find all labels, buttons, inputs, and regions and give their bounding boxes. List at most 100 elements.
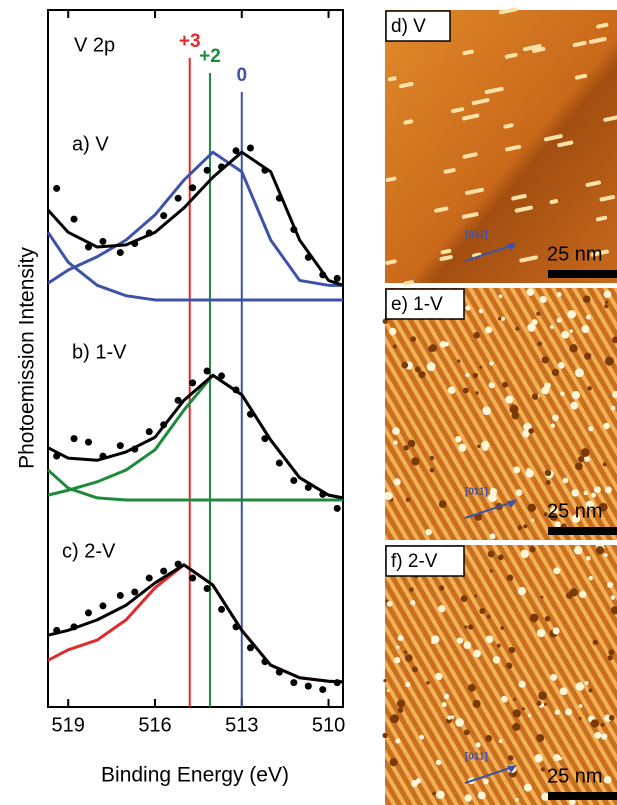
cluster bbox=[545, 470, 552, 477]
cluster bbox=[490, 569, 493, 572]
cluster bbox=[440, 341, 447, 348]
marker-label: 0 bbox=[236, 65, 247, 86]
stm-background bbox=[385, 10, 617, 283]
cluster bbox=[432, 792, 436, 796]
data-point bbox=[290, 226, 297, 233]
cluster bbox=[486, 635, 494, 643]
cluster bbox=[570, 588, 578, 596]
cluster bbox=[418, 371, 425, 378]
cluster bbox=[425, 529, 431, 535]
cluster bbox=[451, 715, 454, 718]
cluster bbox=[591, 493, 596, 498]
data-point bbox=[319, 686, 326, 693]
cluster bbox=[528, 714, 531, 717]
cluster bbox=[513, 466, 520, 473]
data-point bbox=[175, 195, 182, 202]
cluster bbox=[473, 332, 480, 339]
data-point bbox=[71, 216, 78, 223]
cluster bbox=[552, 369, 559, 376]
cluster bbox=[397, 700, 405, 708]
cluster bbox=[474, 594, 477, 597]
data-point bbox=[99, 453, 106, 460]
cluster bbox=[412, 666, 418, 672]
cluster bbox=[396, 645, 399, 648]
panel-label: d) V bbox=[391, 16, 426, 37]
cluster bbox=[409, 587, 413, 591]
cluster bbox=[594, 732, 601, 739]
cluster bbox=[505, 396, 513, 404]
cluster bbox=[510, 405, 519, 414]
y-axis-label: Photoemission Intensity bbox=[16, 247, 39, 469]
cluster bbox=[501, 317, 505, 321]
cluster bbox=[404, 445, 409, 450]
cluster bbox=[401, 362, 408, 369]
data-point bbox=[204, 368, 211, 375]
cluster bbox=[589, 688, 593, 692]
data-point bbox=[247, 644, 254, 651]
cluster bbox=[570, 402, 578, 410]
data-point bbox=[319, 271, 326, 278]
data-point bbox=[175, 397, 182, 404]
fit-line bbox=[48, 375, 343, 498]
cluster bbox=[485, 326, 492, 333]
direction-label: [011] bbox=[465, 487, 488, 498]
data-point bbox=[131, 588, 138, 595]
data-point bbox=[53, 627, 60, 634]
cluster bbox=[515, 327, 519, 331]
data-point bbox=[305, 683, 312, 690]
cluster bbox=[488, 550, 495, 557]
cluster bbox=[395, 738, 400, 743]
cluster bbox=[586, 315, 591, 320]
data-point bbox=[117, 249, 124, 256]
cluster bbox=[500, 626, 504, 630]
cluster bbox=[563, 478, 569, 484]
cluster bbox=[390, 714, 399, 723]
data-point bbox=[189, 379, 196, 386]
cluster bbox=[557, 318, 562, 323]
cluster bbox=[439, 585, 444, 590]
cluster bbox=[473, 700, 481, 708]
cluster bbox=[513, 698, 516, 701]
cluster bbox=[488, 493, 497, 502]
data-point bbox=[232, 147, 239, 154]
cluster bbox=[487, 615, 491, 619]
panel-label: e) 1-V bbox=[391, 294, 443, 315]
annotation: b) 1-V bbox=[72, 341, 127, 363]
cluster bbox=[604, 291, 612, 299]
cluster bbox=[596, 546, 604, 554]
cluster bbox=[498, 554, 504, 560]
cluster bbox=[579, 704, 583, 708]
cluster bbox=[560, 687, 568, 695]
data-point bbox=[131, 446, 138, 453]
data-point bbox=[218, 372, 225, 379]
x-tick-label: 510 bbox=[312, 714, 345, 736]
cluster bbox=[593, 640, 598, 645]
data-point bbox=[175, 561, 182, 568]
data-point bbox=[146, 428, 153, 435]
cluster bbox=[537, 629, 545, 637]
data-point bbox=[334, 505, 341, 512]
cluster bbox=[387, 601, 393, 607]
cluster bbox=[393, 440, 397, 444]
cluster bbox=[394, 657, 400, 663]
data-point bbox=[99, 238, 106, 245]
data-point bbox=[261, 435, 268, 442]
cluster bbox=[601, 733, 607, 739]
cluster bbox=[408, 440, 415, 447]
data-point bbox=[290, 477, 297, 484]
cluster bbox=[411, 457, 419, 465]
cluster bbox=[608, 655, 613, 660]
cluster bbox=[498, 317, 501, 320]
fit-line bbox=[48, 565, 343, 682]
data-point bbox=[204, 167, 211, 174]
cluster bbox=[537, 701, 542, 706]
cluster bbox=[578, 717, 581, 720]
cluster bbox=[586, 556, 591, 561]
cluster bbox=[448, 386, 456, 394]
cluster bbox=[536, 312, 540, 316]
cluster bbox=[458, 444, 466, 452]
cluster bbox=[461, 595, 468, 602]
cluster bbox=[565, 708, 572, 715]
cluster bbox=[544, 703, 547, 706]
data-point bbox=[99, 602, 106, 609]
